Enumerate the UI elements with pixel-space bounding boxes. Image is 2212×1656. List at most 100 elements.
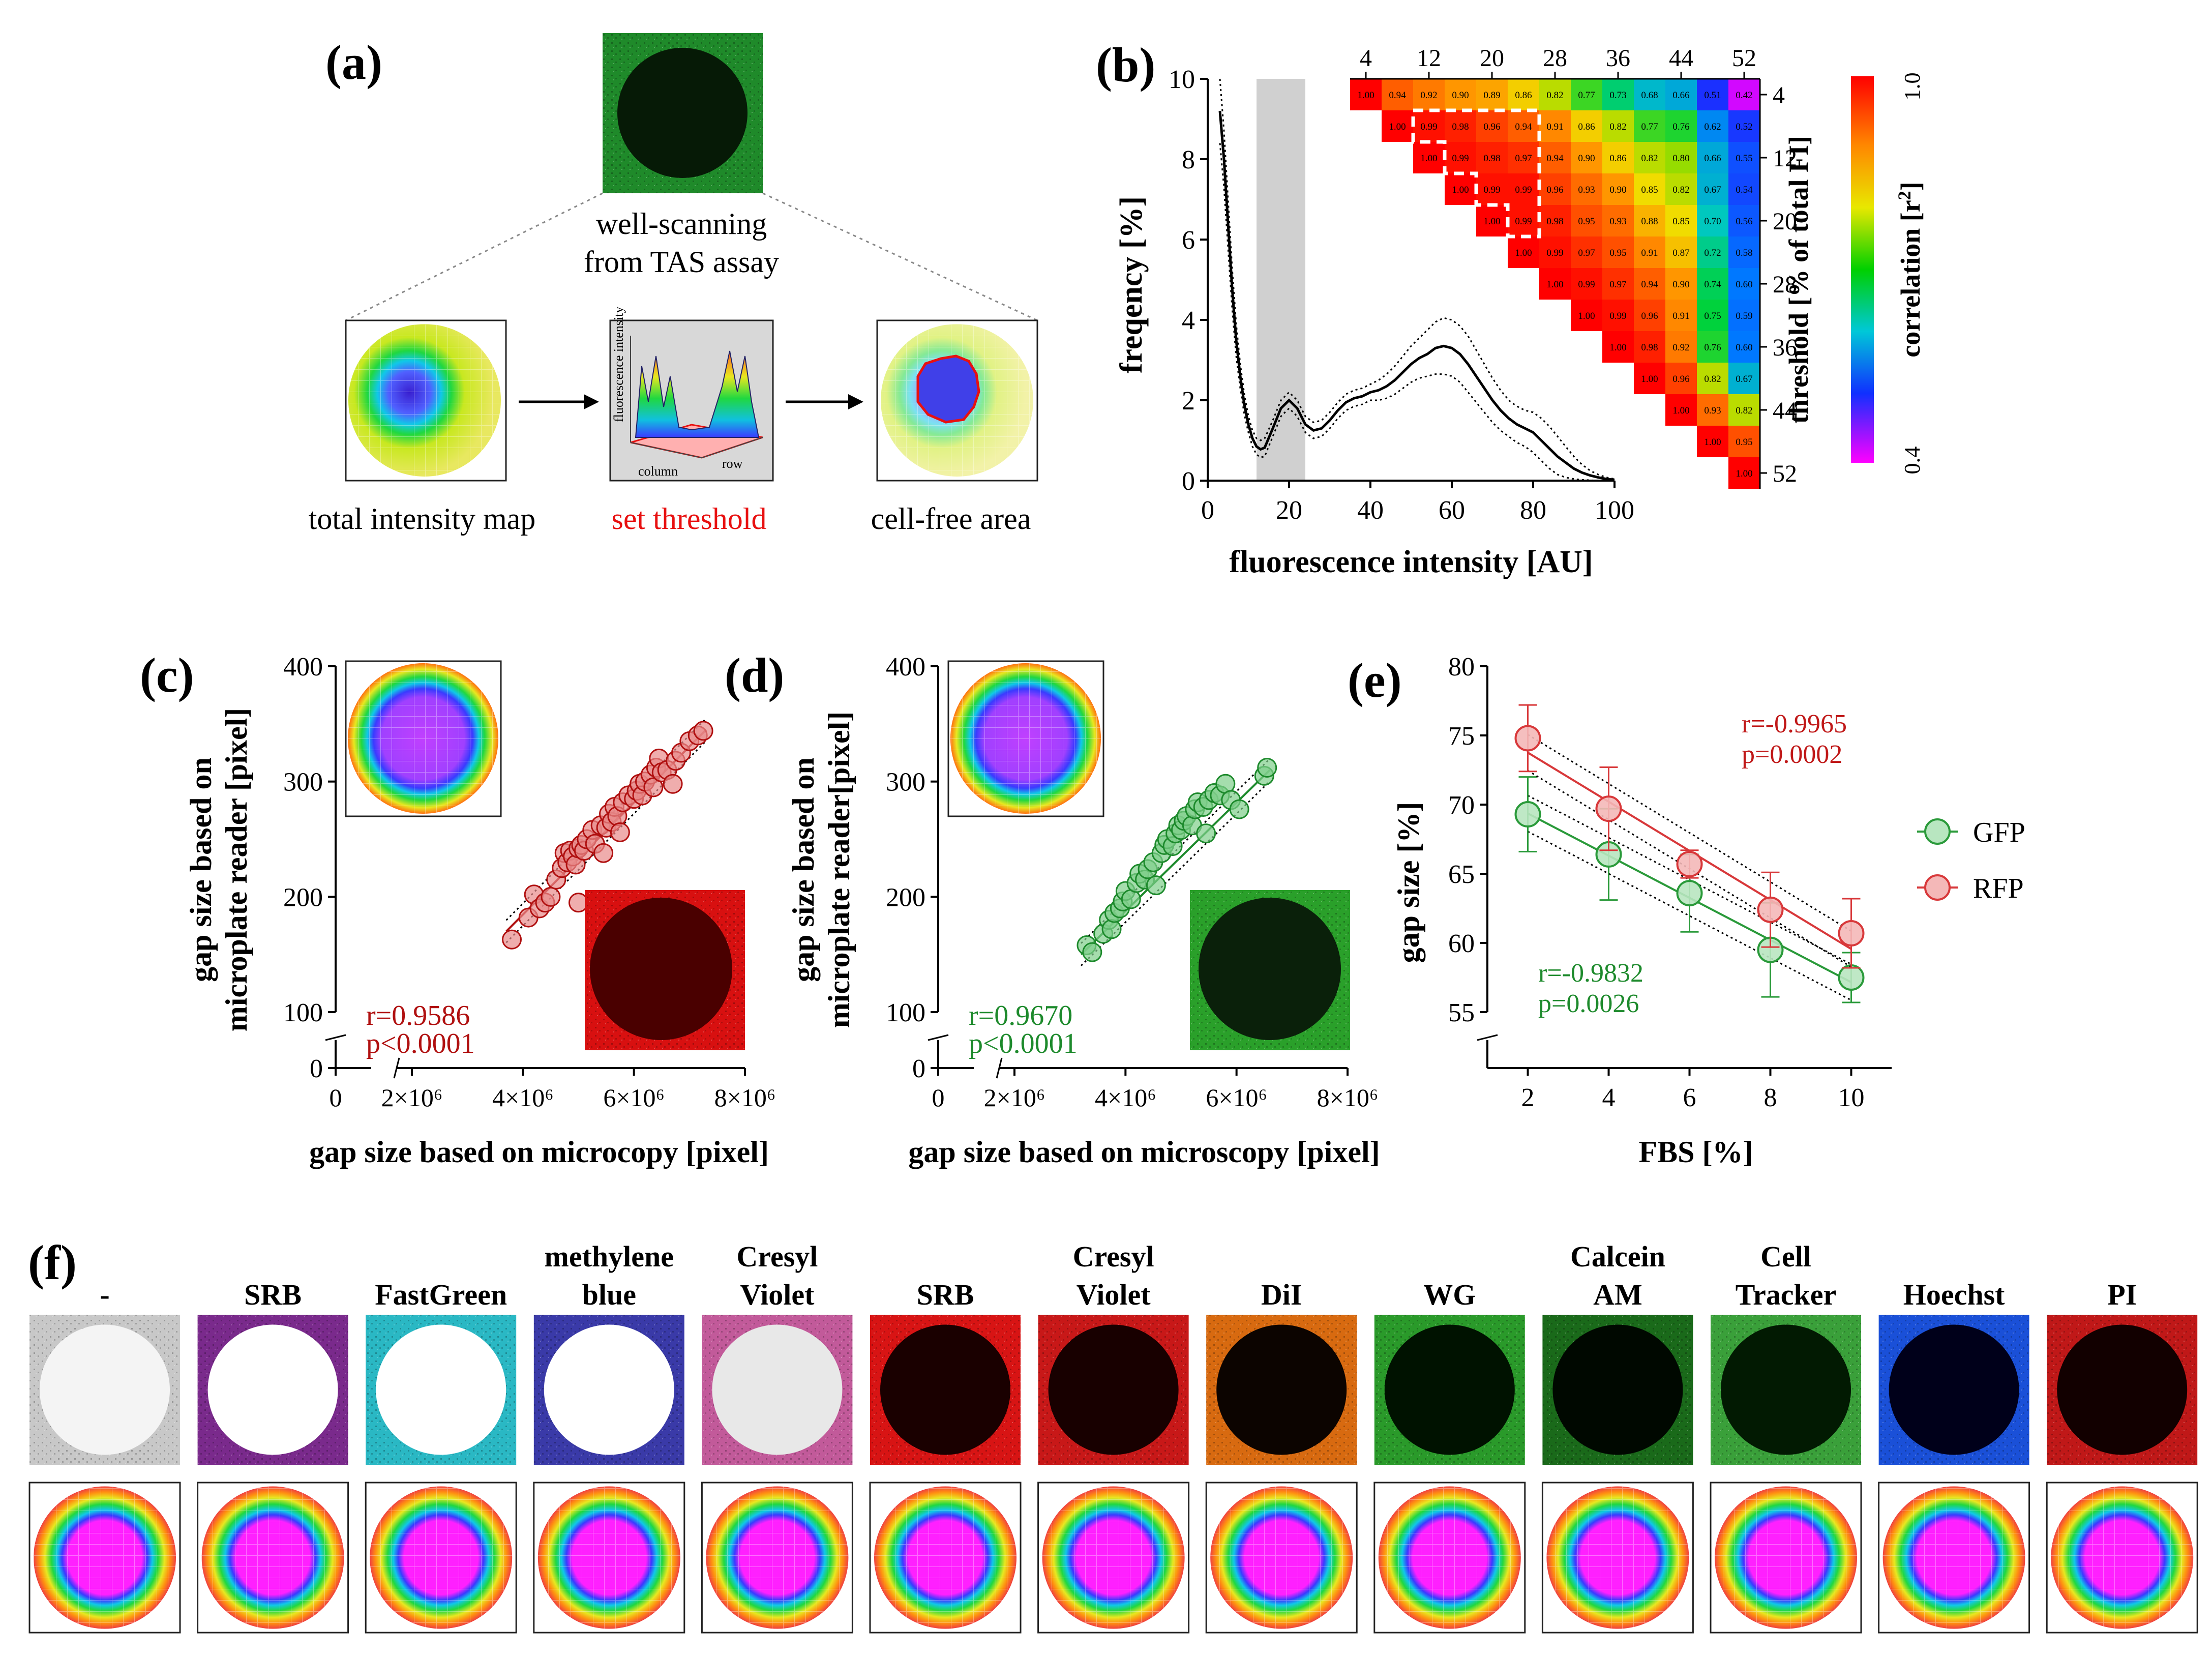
matrix-cell: [1697, 142, 1728, 173]
matrix-axis-label: threshold [% of total FI]: [1783, 136, 1814, 424]
intensity-map-grid: [1882, 1486, 2025, 1629]
matrix-cell: [1602, 110, 1634, 142]
matrix-cell: [1476, 110, 1508, 142]
matrix-right-tick-label: 44: [1773, 397, 1797, 424]
e-p-gfp: p=0.0026: [1538, 989, 1639, 1018]
matrix-cell-value: 0.68: [1641, 90, 1658, 101]
matrix-cell: [1571, 205, 1602, 236]
matrix-cell-value: 0.88: [1641, 216, 1658, 227]
zoom-line-left: [345, 192, 603, 321]
intensity-map-grid: [2051, 1486, 2194, 1629]
matrix-cell-value: 0.60: [1736, 279, 1752, 290]
matrix-cell: [1665, 236, 1697, 268]
x-tick-label: 2×10⁶: [984, 1083, 1045, 1112]
panel-c-label: (c): [140, 648, 194, 702]
y-tick-label: 200: [886, 883, 925, 912]
matrix-cell-value: 0.73: [1609, 90, 1626, 101]
matrix-cell: [1728, 268, 1760, 300]
matrix-cell-value: 0.67: [1704, 185, 1721, 195]
matrix-cell: [1697, 173, 1728, 205]
step-set-threshold: set threshold: [612, 502, 767, 536]
matrix-cell-value: 0.99: [1515, 185, 1532, 195]
stain-label-line2: blue: [582, 1278, 636, 1311]
histogram-upper-ci: [1219, 78, 1615, 480]
matrix-cell: [1728, 394, 1760, 426]
matrix-cell: [1508, 173, 1539, 205]
stain-label-line2: Tracker: [1736, 1278, 1837, 1311]
y-tick-label: 400: [886, 653, 925, 682]
matrix-cell-value: 1.00: [1641, 374, 1658, 385]
matrix-cell: [1634, 142, 1665, 173]
data-point: [663, 774, 683, 794]
matrix-cell-value: 0.96: [1546, 185, 1563, 195]
matrix-cell: [1665, 331, 1697, 363]
matrix-cell-value: 0.66: [1672, 90, 1689, 101]
data-point: [610, 822, 630, 842]
rfp-data-point: [1757, 896, 1784, 923]
matrix-cell-value: 1.00: [1357, 90, 1374, 101]
b-x-tick-label: 80: [1520, 496, 1546, 525]
matrix-cell-value: 0.97: [1609, 279, 1626, 290]
matrix-cell-value: 0.75: [1704, 311, 1721, 321]
matrix-cell: [1445, 110, 1476, 142]
data-point: [502, 929, 522, 950]
matrix-top-tick-label: 52: [1732, 45, 1756, 72]
x-tick-label: 4×10⁶: [492, 1083, 554, 1112]
matrix-top-tick-label: 20: [1480, 45, 1504, 72]
matrix-cell-value: 0.76: [1704, 342, 1721, 353]
matrix-cell: [1697, 236, 1728, 268]
matrix-cell-value: 0.60: [1736, 342, 1752, 353]
d-ylabel-2: microplate reader[pixel]: [822, 712, 856, 1028]
c-ylabel-1: gap size based on: [184, 757, 218, 982]
matrix-cell: [1634, 300, 1665, 331]
matrix-cell: [1445, 173, 1476, 205]
stain-label-line2: -: [100, 1278, 109, 1311]
matrix-top-tick-label: 36: [1606, 45, 1630, 72]
matrix-cell: [1697, 426, 1728, 457]
matrix-cell-value: 0.80: [1672, 153, 1689, 164]
matrix-cell-value: 0.92: [1672, 342, 1689, 353]
matrix-cell-value: 1.00: [1672, 405, 1689, 416]
matrix-cell: [1728, 173, 1760, 205]
matrix-cell-value: 0.95: [1609, 248, 1626, 258]
stain-label-line1: Cresyl: [1073, 1240, 1154, 1273]
y-tick-label: 200: [283, 883, 323, 912]
stain-image-gap: [1721, 1324, 1851, 1455]
matrix-cell-value: 0.72: [1704, 248, 1721, 258]
stain-label-line1: methylene: [545, 1240, 674, 1273]
matrix-cell-value: 0.98: [1546, 216, 1563, 227]
stain-label-line2: WG: [1423, 1278, 1476, 1311]
matrix-cell-value: 0.42: [1736, 90, 1752, 101]
well-caption-line1: well-scanning: [596, 207, 767, 241]
intensity-map-grid: [1042, 1486, 1185, 1629]
y-tick-label: 100: [886, 998, 925, 1027]
cell-free-area-map: [876, 319, 1038, 482]
d-inset-map: [947, 660, 1104, 817]
matrix-cell-value: 0.85: [1672, 216, 1689, 227]
panel-f: (f) - SRB FastGreen methylene blue Cresyl Viol…: [28, 1235, 2198, 1634]
matrix-cell-value: 0.91: [1672, 311, 1689, 321]
matrix-cell: [1728, 236, 1760, 268]
matrix-cell: [1665, 363, 1697, 394]
matrix-cell: [1728, 142, 1760, 173]
e-r-rfp: r=-0.9965: [1742, 709, 1847, 738]
c-r-value: r=0.9586: [366, 1000, 470, 1031]
legend-gfp-marker: [1924, 818, 1951, 845]
matrix-cell-value: 0.93: [1704, 405, 1721, 416]
matrix-cell-value: 0.66: [1704, 153, 1721, 164]
matrix-cell: [1539, 110, 1571, 142]
e-y-tick-label: 75: [1448, 722, 1475, 751]
matrix-cell-value: 1.00: [1609, 342, 1626, 353]
matrix-cell: [1571, 110, 1602, 142]
matrix-cell-value: 0.92: [1420, 90, 1437, 101]
stain-image-gap: [1889, 1324, 2019, 1455]
step-total-intensity-map: total intensity map: [309, 502, 536, 536]
threshold-highlight-band: [1257, 79, 1305, 481]
matrix-cell: [1665, 205, 1697, 236]
stain-label-line2: Violet: [740, 1278, 815, 1311]
matrix-cell: [1350, 79, 1382, 110]
matrix-cell: [1508, 205, 1539, 236]
b-x-tick-label: 40: [1357, 496, 1384, 525]
surface-axis-y: row: [722, 456, 743, 471]
